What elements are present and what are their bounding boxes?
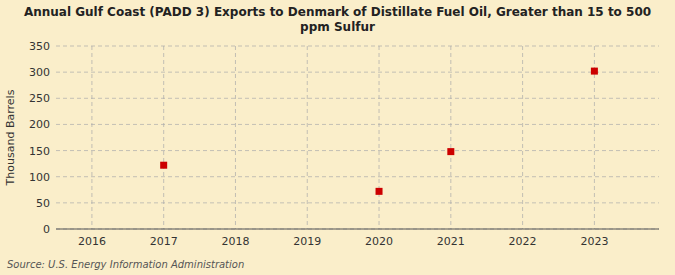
- grid-line-x: [235, 46, 236, 229]
- grid-line-y: [56, 124, 659, 125]
- x-axis-line: [56, 229, 659, 230]
- grid-line-y: [56, 98, 659, 99]
- y-tick-label: 0: [43, 223, 50, 236]
- y-tick-label: 300: [29, 66, 50, 79]
- grid-line-y: [56, 72, 659, 73]
- y-tick-label: 350: [29, 40, 50, 53]
- grid-line-y: [56, 46, 659, 47]
- grid-line-x: [522, 46, 523, 229]
- y-tick-label: 50: [36, 197, 50, 210]
- grid-line-x: [379, 46, 380, 229]
- point: [376, 188, 383, 195]
- y-tick-label: 200: [29, 118, 50, 131]
- y-axis-label: Thousand Barrels: [4, 89, 17, 186]
- points: [160, 68, 598, 195]
- grid-line-y: [56, 176, 659, 177]
- point: [160, 162, 167, 169]
- x-tick-label: 2017: [150, 235, 178, 248]
- x-tick-label: 2021: [437, 235, 465, 248]
- x-tick-label: 2020: [365, 235, 393, 248]
- x-tick-label: 2022: [509, 235, 537, 248]
- chart: Annual Gulf Coast (PADD 3) Exports to De…: [0, 0, 675, 275]
- grid: [56, 46, 659, 229]
- title: Annual Gulf Coast (PADD 3) Exports to De…: [24, 5, 651, 34]
- point: [447, 148, 454, 155]
- grid-line-y: [56, 150, 659, 151]
- grid-line-x: [307, 46, 308, 229]
- y-tick-label: 100: [29, 171, 50, 184]
- background: [0, 0, 675, 275]
- grid-line-y: [56, 229, 659, 230]
- grid-line-x: [91, 46, 92, 229]
- y-tick-label: 150: [29, 145, 50, 158]
- source: Source: U.S. Energy Information Administ…: [7, 259, 244, 270]
- grid-line-y: [56, 202, 659, 203]
- x-tick-label: 2023: [580, 235, 608, 248]
- grid-line-x: [163, 46, 164, 229]
- grid-line-x: [450, 46, 451, 229]
- point: [591, 68, 598, 75]
- x-tick-label: 2019: [293, 235, 321, 248]
- x-tick-label: 2018: [221, 235, 249, 248]
- x-tick-label: 2016: [78, 235, 106, 248]
- y-tick-label: 250: [29, 92, 50, 105]
